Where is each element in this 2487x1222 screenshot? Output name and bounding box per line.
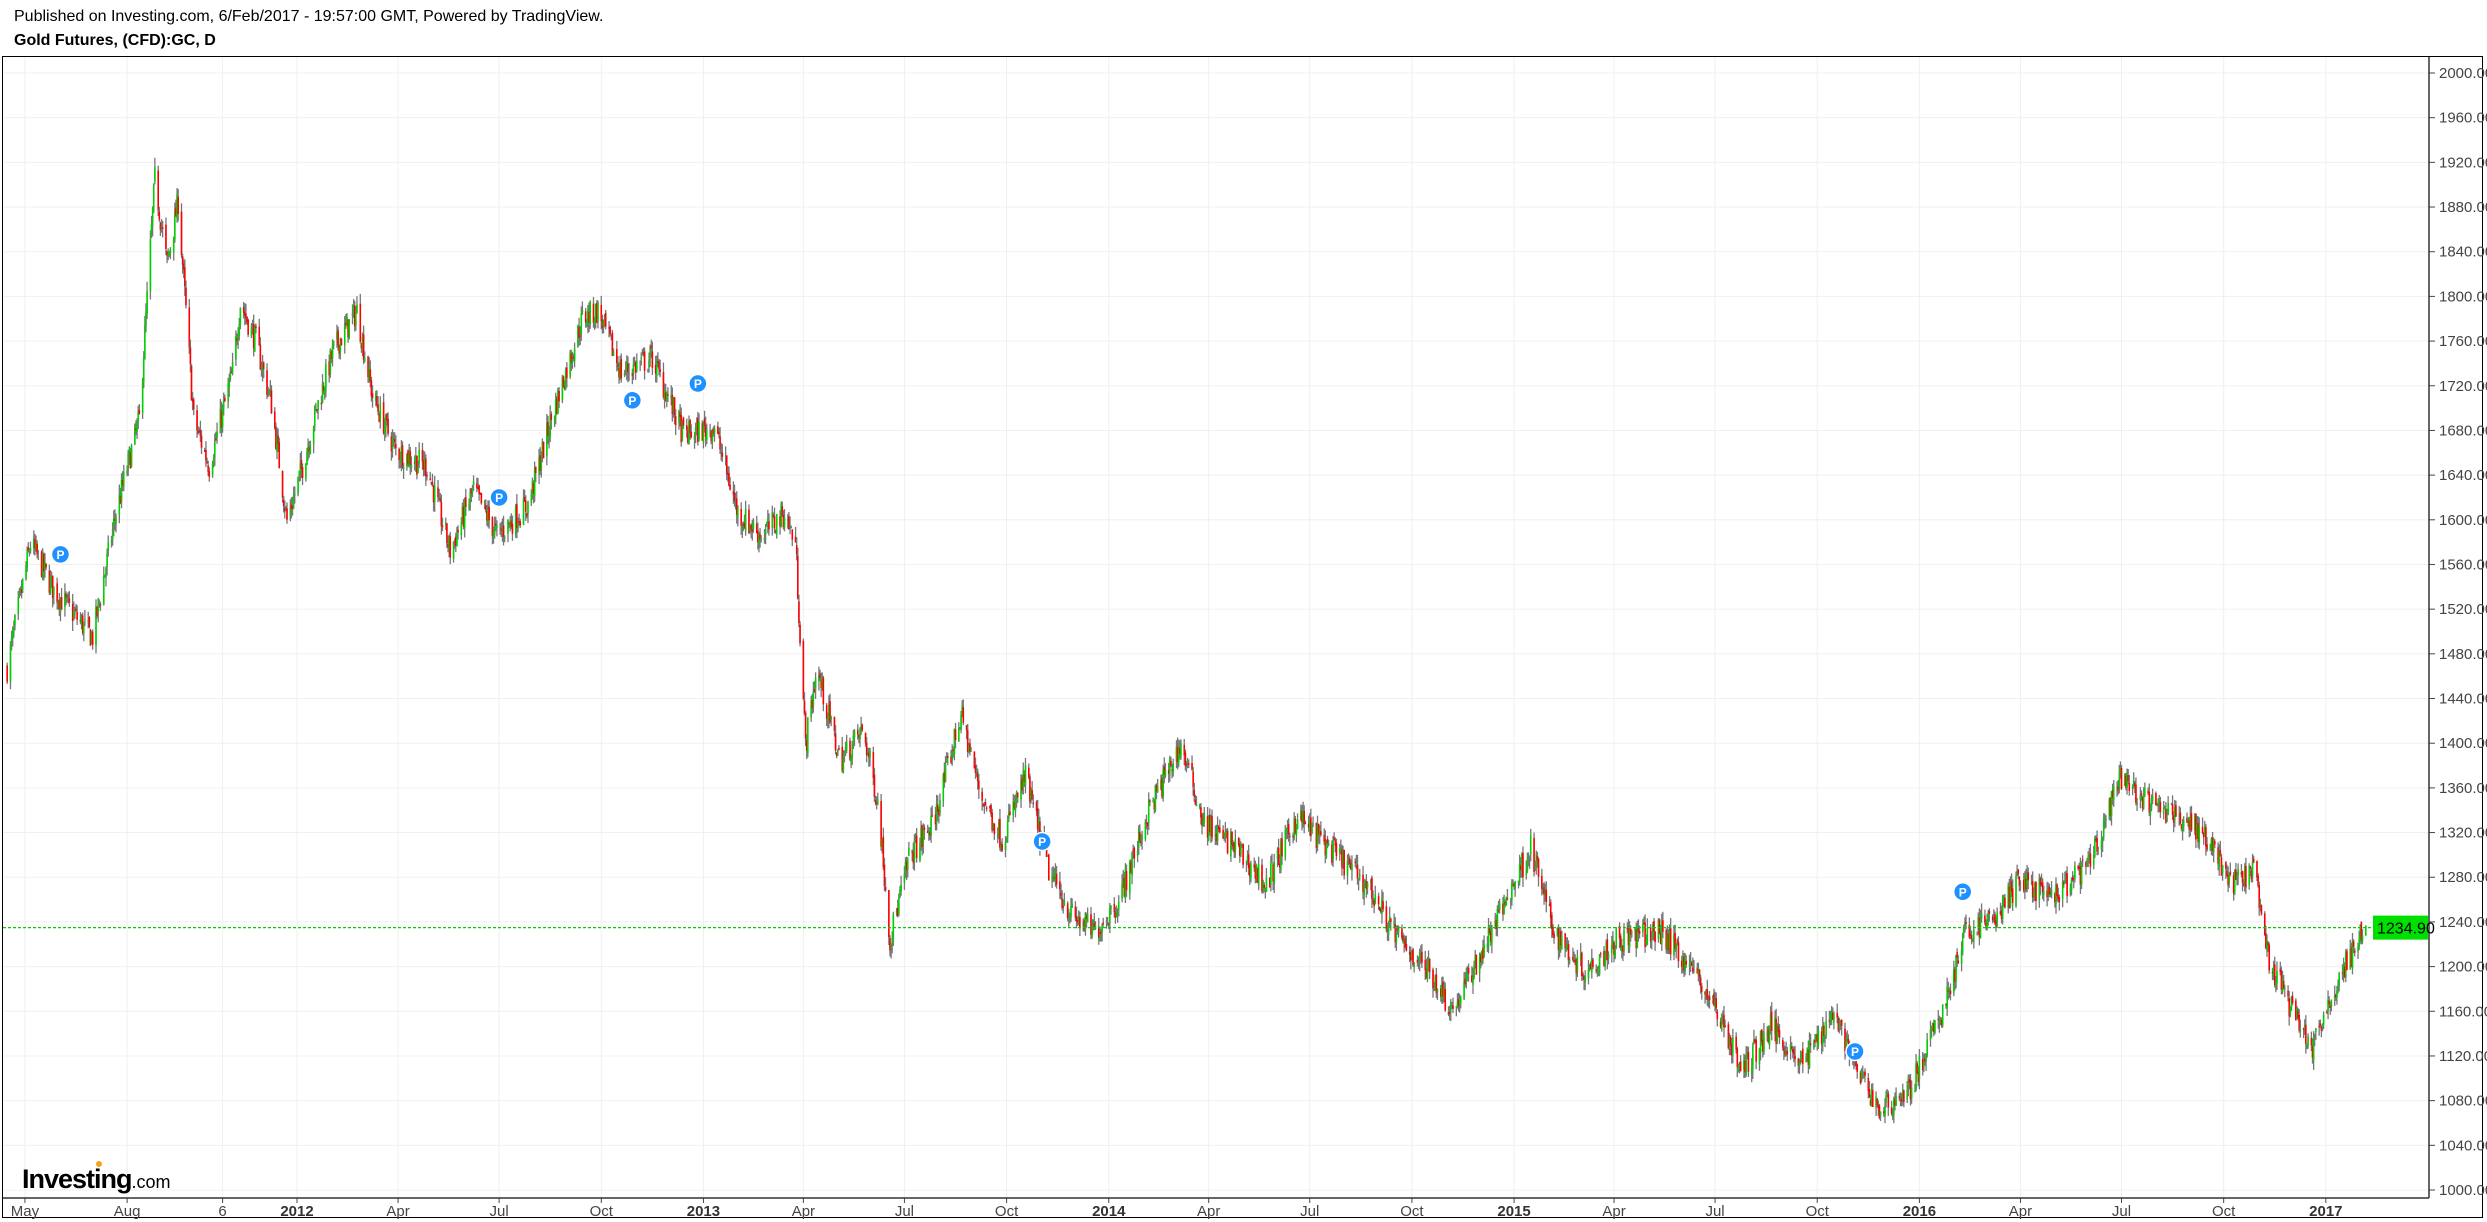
y-tick-label: 1480.00 <box>2439 646 2487 663</box>
x-tick-label: Jul <box>1300 1203 1319 1220</box>
publication-marker-icon <box>688 373 708 394</box>
x-tick-label: 2013 <box>687 1203 720 1220</box>
x-tick-label: 2017 <box>2309 1203 2342 1220</box>
y-tick-label: 1800.00 <box>2439 288 2487 305</box>
x-tick-label: 2016 <box>1903 1203 1936 1220</box>
x-tick-label: 2015 <box>1497 1203 1530 1220</box>
last-price-tag <box>2373 915 2428 940</box>
publication-marker-label: P <box>56 548 64 562</box>
publication-marker-icon <box>1845 1041 1865 1062</box>
publication-marker-icon <box>1032 831 1052 852</box>
y-tick-label: 1000.00 <box>2439 1182 2487 1199</box>
y-tick-label: 1880.00 <box>2439 199 2487 216</box>
y-tick-label: 1680.00 <box>2439 422 2487 439</box>
x-tick-label: Oct <box>590 1203 614 1220</box>
x-tick-label: Apr <box>1602 1203 1625 1220</box>
chart-title: Gold Futures, (CFD):GC, D <box>14 32 216 49</box>
x-tick-label: Apr <box>1197 1203 1220 1220</box>
price-bars <box>6 157 2367 1124</box>
x-tick-label: 6 <box>218 1203 226 1220</box>
y-tick-label: 1840.00 <box>2439 244 2487 261</box>
x-tick-label: Apr <box>2009 1203 2032 1220</box>
published-caption: Published on Investing.com, 6/Feb/2017 -… <box>14 8 604 25</box>
y-tick-label: 1400.00 <box>2439 735 2487 752</box>
y-tick-label: 1360.00 <box>2439 780 2487 797</box>
y-tick-label: 1120.00 <box>2439 1048 2487 1065</box>
x-tick-label: 2014 <box>1092 1203 1126 1220</box>
publication-marker-label: P <box>1851 1045 1859 1059</box>
publication-marker-label: P <box>628 394 636 408</box>
y-tick-label: 2000.00 <box>2439 65 2487 82</box>
publication-marker-icon <box>622 390 643 411</box>
publication-marker-icon <box>1952 882 1973 902</box>
y-tick-label: 1600.00 <box>2439 512 2487 529</box>
y-tick-label: 1040.00 <box>2439 1137 2487 1154</box>
x-tick-label: Oct <box>995 1203 1019 1220</box>
y-tick-label: 1920.00 <box>2439 154 2487 171</box>
x-tick-label: Oct <box>1806 1203 1830 1220</box>
x-tick-label: Oct <box>2212 1203 2236 1220</box>
x-tick-label: 2012 <box>280 1203 313 1220</box>
x-tick-label: May <box>11 1203 40 1220</box>
investing-logo: Investing.com <box>22 1161 171 1195</box>
logo-suffix: .com <box>131 1172 171 1192</box>
publication-marker-label: P <box>495 491 503 505</box>
y-tick-label: 1440.00 <box>2439 691 2487 708</box>
y-tick-label: 1520.00 <box>2439 601 2487 618</box>
y-tick-label: 1200.00 <box>2439 959 2487 976</box>
y-tick-label: 1640.00 <box>2439 467 2487 484</box>
x-tick-label: Oct <box>1400 1203 1424 1220</box>
x-tick-label: Jul <box>895 1203 914 1220</box>
y-tick-label: 1560.00 <box>2439 556 2487 573</box>
publication-marker-icon <box>50 544 71 565</box>
logo-text: Investing <box>22 1164 133 1194</box>
logo-dot-icon <box>96 1161 102 1167</box>
publication-marker-label: P <box>1959 885 1967 899</box>
x-tick-label: Jul <box>2112 1203 2131 1220</box>
publication-marker-label: P <box>1038 835 1046 849</box>
y-tick-label: 1280.00 <box>2439 869 2487 886</box>
y-tick-label: 1320.00 <box>2439 825 2487 842</box>
y-tick-label: 1240.00 <box>2439 914 2487 931</box>
last-price-label: 1234.90 <box>2377 921 2435 938</box>
publication-marker-icon <box>489 487 509 508</box>
x-tick-label: Apr <box>792 1203 815 1220</box>
chart-frame <box>2 56 2483 1218</box>
y-tick-label: 1760.00 <box>2439 333 2487 350</box>
y-tick-label: 1160.00 <box>2439 1003 2487 1020</box>
y-tick-label: 1960.00 <box>2439 110 2487 127</box>
x-tick-label: Aug <box>114 1203 141 1220</box>
publication-marker-label: P <box>694 377 702 391</box>
y-tick-label: 1080.00 <box>2439 1093 2487 1110</box>
y-tick-label: 1720.00 <box>2439 378 2487 395</box>
x-tick-label: Apr <box>386 1203 409 1220</box>
x-tick-label: Jul <box>490 1203 509 1220</box>
x-tick-label: Jul <box>1705 1203 1724 1220</box>
